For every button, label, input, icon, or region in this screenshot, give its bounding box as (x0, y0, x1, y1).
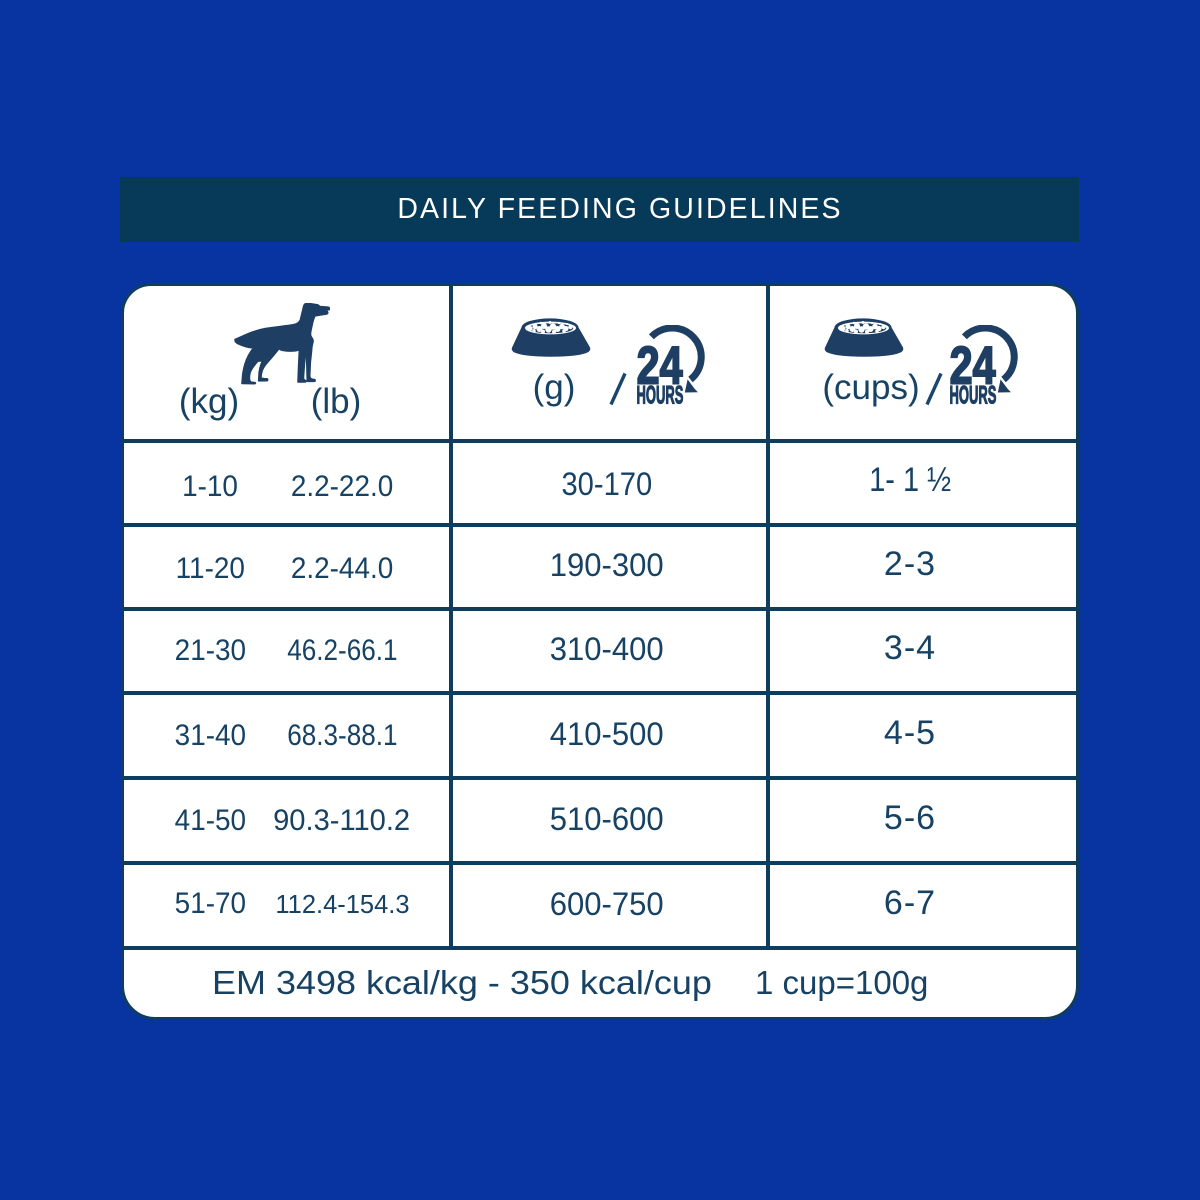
svg-text:24: 24 (637, 336, 683, 395)
svg-text:HOURS: HOURS (950, 382, 997, 405)
svg-text:24: 24 (950, 336, 996, 395)
svg-text:HOURS: HOURS (637, 382, 684, 405)
